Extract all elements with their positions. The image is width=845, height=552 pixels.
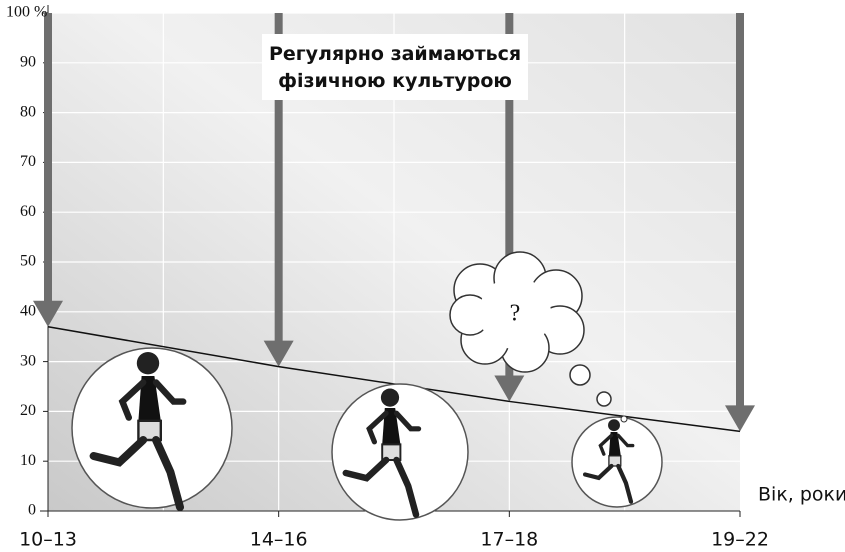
- x-tick-label: 14–16: [250, 529, 308, 551]
- y-tick-label: 80: [20, 103, 36, 120]
- bubble: [597, 392, 611, 406]
- y-tick-label: 20: [20, 402, 36, 419]
- x-tick-label: 17–18: [480, 529, 538, 551]
- y-tick-label: 70: [20, 153, 36, 170]
- x-axis-label: Вік, роки: [758, 484, 845, 506]
- annotation: ?: [510, 301, 521, 327]
- y-tick-label: 60: [20, 203, 36, 220]
- page: ? Регулярно займаютьсяфізичною культурою…: [0, 0, 845, 552]
- x-tick-label: 19–22: [711, 529, 769, 551]
- bubble: [621, 416, 627, 422]
- x-tick-label: 10–13: [19, 529, 77, 551]
- y-tick-label: 50: [20, 253, 36, 270]
- y-tick-label: 40: [20, 302, 36, 319]
- y-tick-label: 30: [20, 352, 36, 369]
- y-tick-label: 90: [20, 53, 36, 70]
- y-tick-label: 0: [28, 502, 36, 519]
- bubble: [570, 365, 590, 385]
- y-tick-label: 10: [20, 452, 36, 469]
- y-tick-label: 100 %: [6, 4, 47, 21]
- chart: ? Регулярно займаютьсяфізичною культурою…: [0, 0, 845, 552]
